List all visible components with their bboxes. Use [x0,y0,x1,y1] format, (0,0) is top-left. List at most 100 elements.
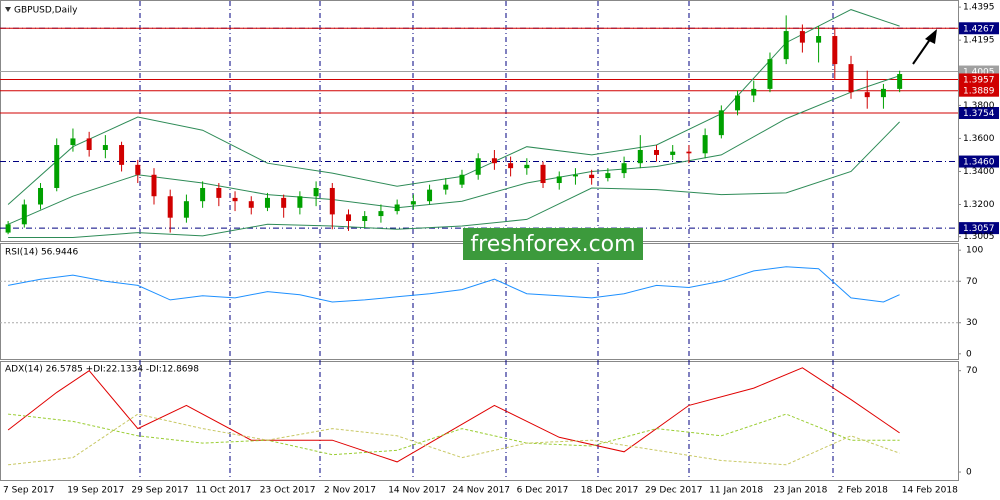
candle-body [735,95,741,111]
candle-body [605,173,611,179]
candle-body [183,201,189,218]
y-tick-label: 0 [966,468,972,478]
y-tick-label: 1.3800 [963,101,995,111]
trend-arrow [912,37,932,65]
candle-body [848,64,854,93]
candle-body [459,174,465,185]
price-level-label: 1.3957 [963,75,995,85]
candle-body [718,110,724,136]
candle-body [216,187,222,198]
y-tick-label: 70 [966,366,978,376]
candle-body [248,201,254,208]
candle-body [346,214,352,222]
price-level-label: 1.3460 [963,158,995,168]
candle-body [491,158,497,164]
y-tick-label: 1.3005 [963,232,995,242]
candle-body [475,158,481,175]
candle-body [799,31,805,43]
indicator-line [7,367,900,463]
trend-arrow-head [925,29,937,44]
panel-title: ADX(14) 26.5785 +DI:22.1334 -DI:12.8698 [5,365,199,375]
price-level-box [959,22,999,35]
bollinger-lower [8,121,900,238]
panel-title: GBPUSD,Daily [14,6,78,16]
candle-body [297,196,303,208]
candle-body [281,197,287,208]
x-tick-label: 6 Dec 2017 [517,486,569,496]
candle-body [427,189,433,202]
candle-body [86,138,92,150]
price-level-box [959,106,999,119]
symbol-icon [5,7,11,12]
candle-body [102,145,108,150]
x-tick-label: 24 Nov 2017 [452,486,510,496]
candle-body [151,174,157,197]
indicator-line [8,413,900,466]
x-tick-label: 2 Feb 2018 [838,486,889,496]
candle-body [880,88,886,98]
candle-body [556,176,562,184]
candle-body [264,197,270,208]
candle-body [119,145,125,165]
candle-body [702,135,708,154]
candle-body [621,163,627,174]
y-tick-label: 0 [966,349,972,359]
candle-body [362,216,368,222]
y-tick-label: 1.4395 [963,3,995,13]
candle-body [21,204,27,225]
x-tick-label: 11 Jan 2018 [709,486,763,496]
y-tick-label: 100 [966,246,983,256]
candle-body [313,187,319,197]
y-tick-label: 30 [966,318,978,328]
candle-body [410,201,416,205]
watermark: freshforex.com [470,232,635,257]
candle-body [670,151,676,155]
candle-body [443,184,449,190]
price-level-box [959,84,999,97]
candle-body [751,88,757,96]
candle-body [767,59,773,89]
candle-body [378,211,384,217]
candle-body [54,145,60,188]
candle-body [232,197,238,202]
watermark-box [463,228,643,260]
price-level-box [959,73,999,86]
x-tick-label: 23 Oct 2017 [260,486,316,496]
x-tick-label: 11 Oct 2017 [196,486,252,496]
x-tick-label: 29 Sep 2017 [131,486,188,496]
price-level-box [959,155,999,168]
candle-body [394,204,400,212]
y-tick-label: 1.4195 [963,36,995,46]
x-tick-label: 19 Sep 2017 [67,486,124,496]
x-tick-label: 18 Dec 2017 [581,486,639,496]
x-tick-label: 2 Nov 2017 [324,486,376,496]
price-level-box [959,222,999,235]
candle-body [897,74,903,89]
candle-body [572,174,578,177]
candle-body [70,138,76,146]
candle-body [38,187,44,205]
indicator-line [8,266,900,303]
x-tick-label: 14 Feb 2018 [902,486,958,496]
candle-body [816,36,822,43]
y-tick-label: 1.3200 [963,200,995,210]
candle-body [653,149,659,155]
x-tick-label: 29 Dec 2017 [645,486,703,496]
candle-body [783,31,789,60]
candle-body [329,187,335,215]
price-level-label: 1.4267 [963,24,995,34]
price-level-label: 1.3057 [963,224,995,234]
y-tick-label: 1.3600 [963,134,995,144]
price-level-label: 1.3889 [963,87,995,97]
price-level-label: 1.4005 [963,68,995,78]
candle-body [508,163,514,169]
adx-panel-frame [0,361,959,481]
candle-body [5,224,11,233]
x-tick-label: 23 Jan 2018 [773,486,827,496]
candle-body [832,36,838,65]
x-tick-label: 14 Nov 2017 [388,486,446,496]
candle-body [200,187,206,202]
candle-body [167,196,173,218]
